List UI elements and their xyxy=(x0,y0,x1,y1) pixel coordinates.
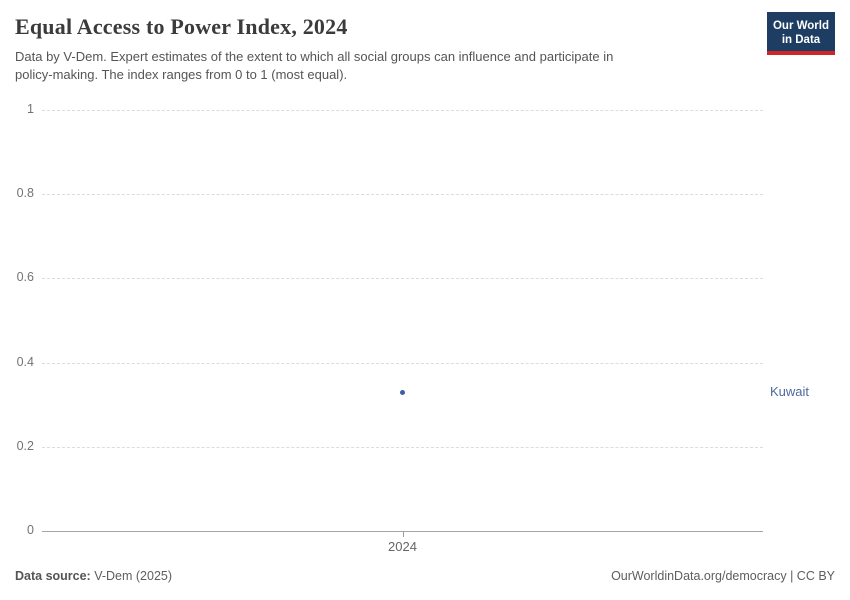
owid-logo-line2: in Data xyxy=(781,34,821,46)
chart-footer: Data source: V-Dem (2025) OurWorldinData… xyxy=(15,569,835,583)
owid-logo-line1: Our World xyxy=(772,20,829,32)
x-tick-label: 2024 xyxy=(388,539,417,554)
entity-label-kuwait: Kuwait xyxy=(770,384,810,400)
y-tick-label: 0.2 xyxy=(16,438,34,453)
owid-logo: Our World in Data xyxy=(767,12,835,55)
y-tick-label: 0.6 xyxy=(16,270,34,285)
chart-header: Equal Access to Power Index, 2024 Data b… xyxy=(15,12,835,84)
x-tick-mark xyxy=(402,532,404,537)
y-tick-label: 0.8 xyxy=(16,186,34,201)
gridline xyxy=(42,110,763,111)
y-tick-label: 1 xyxy=(27,102,34,116)
gridline xyxy=(42,194,763,196)
gridline xyxy=(42,278,763,280)
data-source-value: V-Dem (2025) xyxy=(90,569,173,583)
chart-subtitle-line2: policy-making. The index ranges from 0 t… xyxy=(15,67,348,82)
data-source-label: Data source: xyxy=(15,569,91,583)
data-point-kuwait xyxy=(400,389,405,395)
chart-subtitle-line1: Data by V-Dem. Expert estimates of the e… xyxy=(15,49,614,64)
chart-subtitle: Data by V-Dem. Expert estimates of the e… xyxy=(15,48,835,84)
credit-link: OurWorldinData.org/democracy | CC BY xyxy=(611,569,835,583)
x-axis-line xyxy=(42,531,763,532)
data-source: Data source: V-Dem (2025) xyxy=(15,569,172,583)
y-tick-label: 0.4 xyxy=(16,354,34,369)
gridline xyxy=(42,446,763,448)
chart-title: Equal Access to Power Index, 2024 xyxy=(15,14,348,39)
gridline xyxy=(42,362,763,364)
y-tick-label: 0 xyxy=(27,523,34,537)
